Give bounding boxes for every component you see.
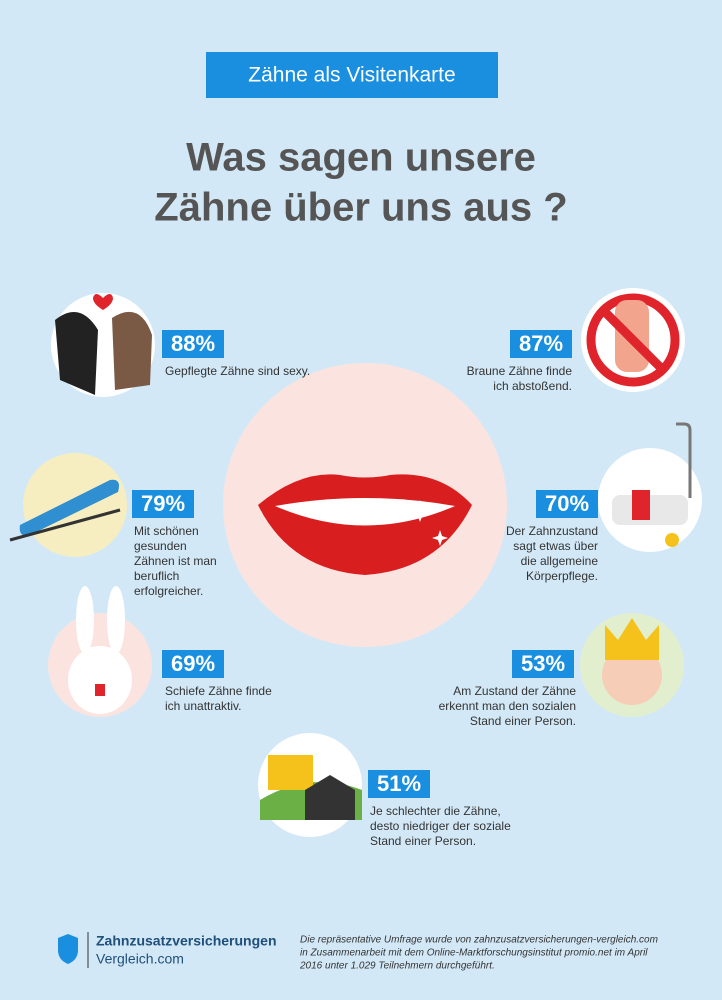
item-text: Schiefe Zähne finde [165,684,272,698]
item-text: die allgemeine [521,554,599,568]
percent-box [512,650,574,678]
icon-shower [676,422,692,498]
percent-box [368,770,430,798]
item-text: sagt etwas über [513,539,598,553]
disclaimer: Die repräsentative Umfrage wurde von zah… [300,935,658,946]
icon-tooth [95,684,105,696]
icon-stop-ring [586,293,680,387]
icon-ear [107,586,125,654]
percent: 53% [521,651,565,676]
percent-box [132,490,194,518]
percent: 88% [171,331,215,356]
sparkle [409,500,448,546]
item-text: gesunden [134,539,187,553]
icon-hut [305,775,355,820]
percent: 70% [545,491,589,516]
icon-crown [605,618,659,660]
percent: 79% [141,491,185,516]
item-text: Stand einer Person. [470,714,576,728]
item-text: desto niedriger der soziale [370,819,511,833]
item-text: erfolgreicher. [134,584,203,598]
disclaimer: 2016 unter 1.029 Teilnehmern durchgeführ… [299,961,495,972]
item-text: ich unattraktiv. [165,699,241,713]
icon-duck [665,533,679,547]
item-text: Stand einer Person. [370,834,476,848]
header-label: Zähne als Visitenkarte [248,64,455,87]
footer-logo [58,934,78,964]
item-text: Am Zustand der Zähne [453,684,576,698]
item-text: Braune Zähne finde [467,364,573,378]
icon-stop-bar [599,306,667,374]
icon-head [68,646,132,714]
icon-towel [632,490,650,520]
disclaimer: in Zusammenarbeit mit dem Online-Marktfo… [300,948,648,959]
percent: 51% [377,771,421,796]
item-text: erkennt man den sozialen [439,699,576,713]
header-box [206,52,498,98]
icon-castle-body [268,755,313,790]
teeth [275,498,455,526]
item-text: Zähnen ist man [134,554,217,568]
percent-box [536,490,598,518]
icon-car-body [19,479,119,536]
item-text: Je schlechter die Zähne, [370,804,501,818]
footer-brand: Vergleich.com [96,951,184,967]
icon-heart [93,294,113,310]
title-line: Was sagen unsere [186,136,536,180]
icon-road [9,508,121,542]
icon-ear [76,586,94,654]
item-text: Körperpflege. [526,569,598,583]
item-text: Der Zahnzustand [506,524,598,538]
percent: 69% [171,651,215,676]
icon-hair [55,312,98,395]
item-text: Mit schönen [134,524,199,538]
percent-box [162,650,224,678]
footer-brand: Zahnzusatzversicherungen [96,933,277,949]
percent-box [162,330,224,358]
icon-hair [112,311,152,390]
item-text: ich abstoßend. [493,379,572,393]
percent: 87% [519,331,563,356]
percent-box [510,330,572,358]
item-text: Gepflegte Zähne sind sexy. [165,364,310,378]
title-line: Zähne über uns aus ? [154,186,567,230]
item-text: beruflich [134,569,179,583]
